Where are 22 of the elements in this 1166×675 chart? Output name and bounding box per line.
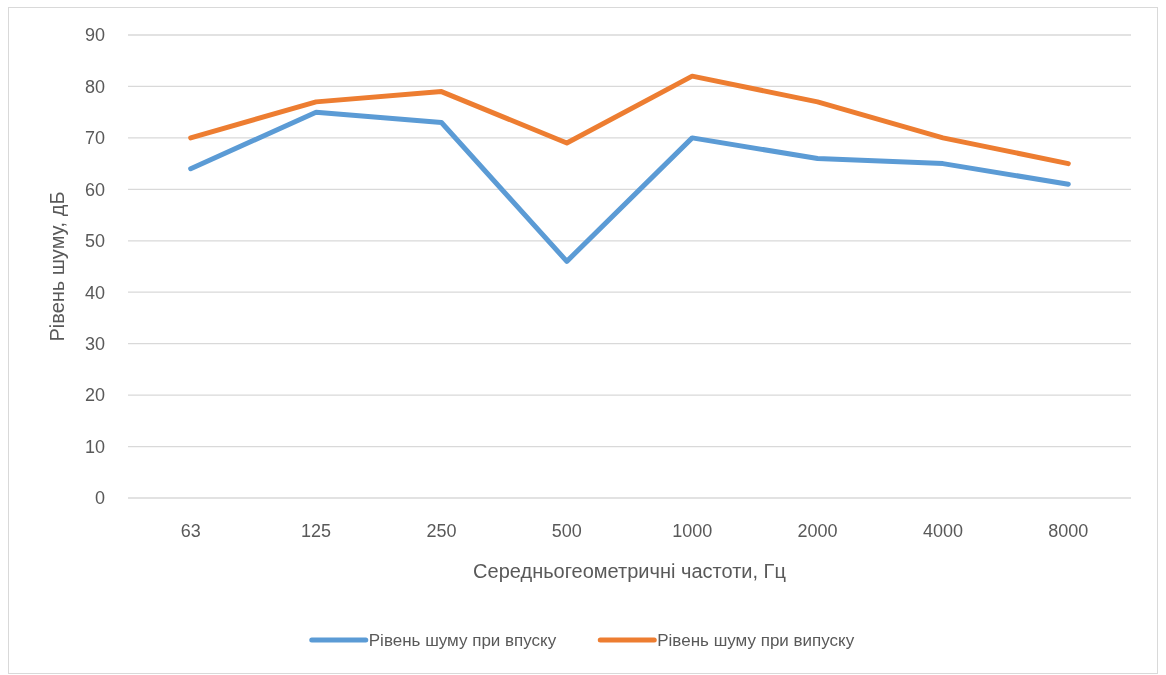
y-tick-label: 30 bbox=[84, 333, 105, 354]
legend-label: Рівень шуму при випуску bbox=[657, 630, 855, 650]
y-axis-title: Рівень шуму, дБ bbox=[46, 191, 68, 342]
x-tick-label: 2000 bbox=[797, 521, 838, 542]
x-tick-label: 1000 bbox=[672, 521, 713, 542]
y-tick-label: 10 bbox=[84, 436, 105, 457]
x-axis-title: Середньогеометричні частоти, Гц bbox=[473, 560, 786, 582]
x-tick-label: 125 bbox=[301, 521, 332, 542]
y-tick-label: 90 bbox=[84, 25, 105, 46]
x-tick-label: 8000 bbox=[1048, 521, 1089, 542]
x-tick-label: 4000 bbox=[922, 521, 963, 542]
y-tick-label: 40 bbox=[84, 282, 105, 303]
y-tick-label: 0 bbox=[94, 488, 105, 509]
y-tick-label: 80 bbox=[84, 76, 105, 97]
x-tick-label: 63 bbox=[180, 521, 201, 542]
y-tick-label: 70 bbox=[84, 128, 105, 149]
y-tick-label: 50 bbox=[84, 231, 105, 252]
legend-label: Рівень шуму при впуску bbox=[368, 630, 557, 650]
x-tick-label: 250 bbox=[426, 521, 457, 542]
x-tick-label: 500 bbox=[551, 521, 582, 542]
y-tick-label: 60 bbox=[84, 179, 105, 200]
y-tick-label: 20 bbox=[84, 385, 105, 406]
